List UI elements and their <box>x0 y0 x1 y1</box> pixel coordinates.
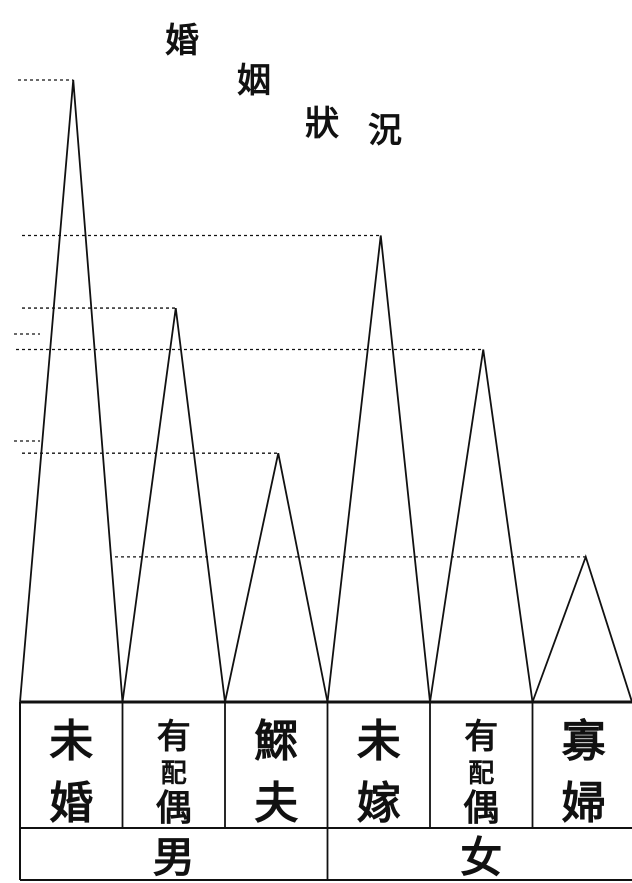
category-char: 配 <box>161 759 187 789</box>
category-char: 偶 <box>463 787 499 829</box>
group-label-2: 女 <box>460 833 502 882</box>
category-char: 未 <box>357 716 401 767</box>
peaks-layer <box>19 79 632 703</box>
chart-title: 婚姻狀況 <box>165 21 402 151</box>
category-label-3: 鰥夫 <box>254 716 299 829</box>
category-char: 夫 <box>254 778 299 829</box>
category-char: 偶 <box>156 787 192 829</box>
peak-2 <box>121 307 226 703</box>
title-char: 姻 <box>237 61 271 101</box>
category-table <box>19 700 632 881</box>
group-label-1: 男 <box>153 833 195 882</box>
peak-5 <box>429 349 534 703</box>
peak-4 <box>326 235 431 703</box>
category-char: 有 <box>157 717 191 757</box>
category-char: 未 <box>49 716 93 767</box>
category-char: 有 <box>464 717 498 757</box>
category-labels: 未婚有配偶鰥夫未嫁有配偶寡婦男女 <box>49 716 607 882</box>
title-char: 狀 <box>305 104 339 144</box>
peak-1 <box>19 79 124 703</box>
category-char: 寡 <box>561 716 607 767</box>
title-char: 婚 <box>165 21 199 61</box>
title-char: 況 <box>368 111 402 151</box>
category-label-6: 寡婦 <box>561 716 607 829</box>
category-label-5: 有配偶 <box>463 717 499 829</box>
category-char: 嫁 <box>357 778 401 829</box>
category-char: 鰥 <box>254 716 298 767</box>
category-label-4: 未嫁 <box>357 716 401 829</box>
category-label-1: 未婚 <box>49 716 93 829</box>
category-char: 婚 <box>49 778 93 829</box>
reference-dashes <box>14 79 586 558</box>
category-char: 婦 <box>562 778 606 829</box>
category-label-2: 有配偶 <box>156 717 192 829</box>
peak-6 <box>531 554 632 703</box>
category-char: 配 <box>468 759 494 789</box>
peak-3 <box>224 453 329 703</box>
